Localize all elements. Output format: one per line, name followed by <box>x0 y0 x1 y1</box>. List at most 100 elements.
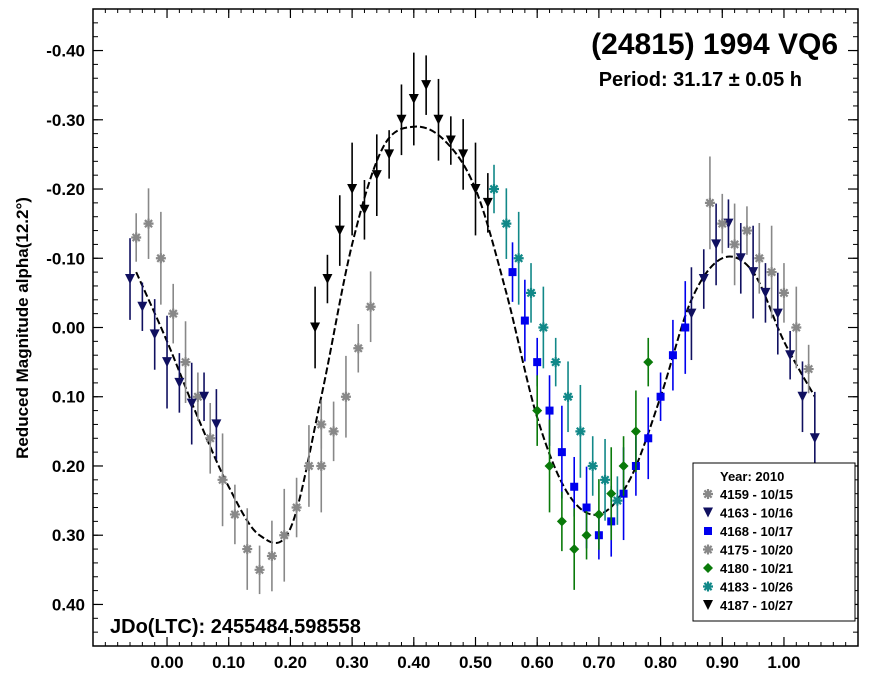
x-tick-label: 0.80 <box>644 653 677 672</box>
data-point <box>656 392 665 401</box>
data-point <box>570 482 579 491</box>
series-2 <box>125 199 820 485</box>
legend-marker-7 <box>703 600 713 610</box>
chart-subtitle: Period: 31.17 ± 0.05 h <box>599 69 802 91</box>
data-point <box>513 253 524 264</box>
jd-annotation: JDo(LTC): 2455484.598558 <box>110 616 361 638</box>
data-point <box>242 544 253 555</box>
x-tick-label: 0.40 <box>397 653 430 672</box>
series-6 <box>489 164 623 525</box>
legend-marker-1 <box>703 489 713 499</box>
x-tick-label: 0.70 <box>582 653 615 672</box>
data-point <box>582 503 591 512</box>
data-point <box>563 391 574 402</box>
data-point <box>365 301 376 312</box>
data-point <box>569 544 580 555</box>
legend: Year: 2010 4159 - 10/15 4163 - 10/16 4168 … <box>692 462 856 622</box>
data-point <box>729 239 740 250</box>
legend-marker-4 <box>703 544 713 555</box>
data-point <box>470 184 481 195</box>
y-tick-label: 0.00 <box>52 319 85 338</box>
data-point <box>205 433 216 444</box>
data-point <box>396 114 407 125</box>
data-point <box>279 530 290 541</box>
data-point <box>421 80 432 91</box>
data-point <box>748 267 759 278</box>
data-point <box>735 253 746 264</box>
data-point <box>612 495 623 506</box>
data-point <box>698 274 709 285</box>
data-point <box>322 274 333 285</box>
data-point <box>643 357 654 368</box>
legend-label-6: 4183 - 10/26 <box>720 580 793 595</box>
y-tick-label: 0.40 <box>52 595 85 614</box>
data-point <box>186 398 197 409</box>
data-point <box>717 218 728 229</box>
x-tick-label: 0.00 <box>150 653 183 672</box>
data-point <box>168 308 179 319</box>
data-points-group <box>125 52 820 595</box>
data-point <box>772 308 783 319</box>
x-tick-label: 0.50 <box>459 653 492 672</box>
data-point <box>328 426 339 437</box>
data-point <box>766 267 777 278</box>
data-point <box>533 358 542 367</box>
legend-title: Year: 2010 <box>720 469 784 484</box>
data-point <box>384 149 395 160</box>
data-point <box>501 218 512 229</box>
data-point <box>600 474 611 485</box>
data-point <box>291 502 302 513</box>
data-point <box>137 301 148 312</box>
data-point <box>581 530 592 541</box>
legend-label-7: 4187 - 10/27 <box>720 598 793 613</box>
data-point <box>371 170 382 181</box>
data-point <box>630 426 641 437</box>
x-tick-label: 0.20 <box>274 653 307 672</box>
data-point <box>587 460 598 471</box>
x-tick-label: 0.60 <box>521 653 554 672</box>
legend-marker-3 <box>704 527 712 535</box>
series-1 <box>131 188 327 595</box>
data-point <box>303 460 314 471</box>
data-point <box>711 239 722 250</box>
data-point <box>316 460 327 471</box>
y-tick-label: 0.10 <box>52 388 85 407</box>
data-point <box>545 406 554 415</box>
legend-marker-6 <box>703 581 713 592</box>
data-point <box>575 426 586 437</box>
y-axis-label: Reduced Magnitude alpha(12.2°) <box>13 197 32 459</box>
data-point <box>704 197 715 208</box>
data-point <box>686 308 697 319</box>
y-tick-label: -0.30 <box>46 111 85 130</box>
data-point <box>162 357 173 368</box>
data-point <box>557 448 566 457</box>
data-point <box>526 287 537 298</box>
legend-label-1: 4159 - 10/15 <box>720 487 793 502</box>
data-point <box>199 391 210 402</box>
data-point <box>143 218 154 229</box>
data-point <box>668 351 677 360</box>
data-point <box>550 357 561 368</box>
data-point <box>809 433 820 444</box>
data-point <box>458 149 469 160</box>
data-point <box>618 460 629 471</box>
data-point <box>785 350 796 361</box>
data-point <box>254 564 265 575</box>
series-4 <box>316 156 814 513</box>
data-point <box>217 474 228 485</box>
data-point <box>593 509 604 520</box>
data-point <box>131 232 142 243</box>
data-point <box>606 488 617 499</box>
data-point <box>149 329 160 340</box>
data-point <box>644 434 653 443</box>
x-tick-label: 0.90 <box>706 653 739 672</box>
data-point <box>310 322 321 333</box>
chart-title: (24815) 1994 VQ6 <box>591 28 838 61</box>
data-point <box>347 184 358 195</box>
data-point <box>266 550 277 561</box>
data-point <box>538 322 549 333</box>
data-point <box>359 204 370 215</box>
x-tick-label: 1.00 <box>767 653 800 672</box>
data-point <box>229 509 240 520</box>
y-tick-label: -0.40 <box>46 42 85 61</box>
